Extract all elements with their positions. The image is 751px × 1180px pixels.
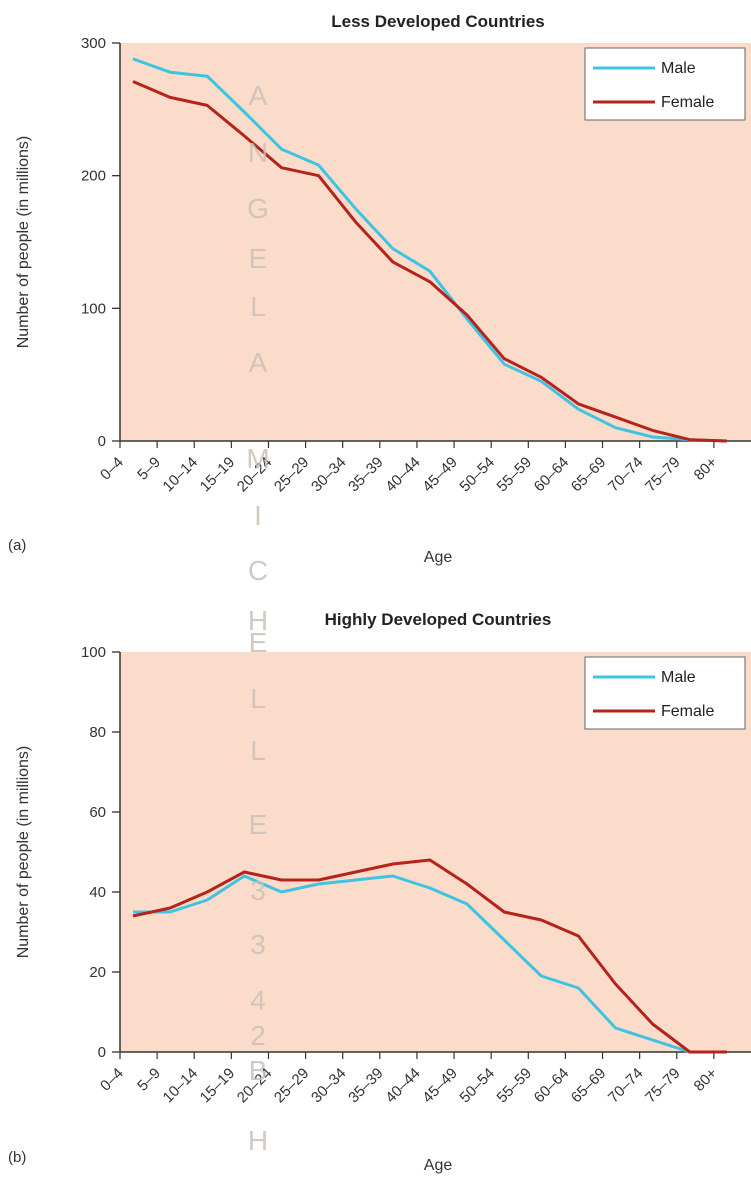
series-line-female (132, 80, 727, 443)
x-tick-label: 5–9 (134, 454, 164, 484)
y-axis-title: Number of people (in millions) (15, 746, 32, 959)
y-tick-label: 200 (81, 168, 106, 185)
x-tick-label: 80+ (691, 1065, 721, 1095)
x-axis-title: Age (424, 1157, 453, 1174)
watermark-letter: E (249, 243, 268, 274)
watermark-letter: 3 (250, 929, 266, 960)
x-tick-label: 30–34 (308, 454, 350, 496)
panel-label: (b) (8, 1149, 26, 1166)
watermark-letter: H (248, 1125, 268, 1156)
chart-title: Less Developed Countries (331, 12, 545, 31)
x-tick-label: 55–59 (494, 1065, 536, 1107)
series-line-male (133, 874, 727, 1054)
x-tick-label: 55–59 (494, 454, 536, 496)
y-tick-label: 80 (89, 724, 106, 741)
legend-label-female: Female (661, 94, 714, 111)
x-tick-label: 45–49 (419, 1065, 461, 1107)
chart-highly-developed: Highly Developed Countries 0 20 40 60 80 100 0–… (8, 610, 751, 1174)
y-tick-label: 40 (89, 884, 106, 901)
y-tick-label: 0 (98, 1044, 106, 1061)
x-tick-label: 15–19 (197, 454, 239, 496)
watermark-letter: A (249, 80, 268, 111)
x-tick-label: 30–34 (308, 1065, 350, 1107)
x-tick-label: 5–9 (134, 1065, 164, 1095)
watermark-letter: 2 (250, 1020, 266, 1051)
y-axis-title: Number of people (in millions) (15, 136, 32, 349)
watermark-letter: E (249, 809, 268, 840)
legend-label-female: Female (661, 703, 714, 720)
watermark-letter: M (246, 443, 269, 474)
watermark-letter: L (250, 291, 266, 322)
legend-label-male: Male (661, 669, 696, 686)
x-tick-label: 25–29 (271, 1065, 313, 1107)
x-tick-label: 65–69 (568, 1065, 610, 1107)
legend-label-male: Male (661, 60, 696, 77)
y-tick-label: 300 (81, 35, 106, 52)
x-tick-label: 40–44 (382, 1065, 424, 1107)
watermark-letter: H (248, 605, 268, 636)
watermark-letter: 4 (250, 985, 266, 1016)
x-tick-label: 60–64 (531, 454, 573, 496)
x-tick-label: 65–69 (568, 454, 610, 496)
y-tick-label: 0 (98, 433, 106, 450)
x-tick-label: 25–29 (271, 454, 313, 496)
watermark-letter: L (250, 683, 266, 714)
series-line-male (132, 57, 727, 443)
panel-label: (a) (8, 537, 26, 554)
watermark-letter: G (247, 193, 269, 224)
x-tick-label: 35–39 (345, 1065, 387, 1107)
x-tick-label: 35–39 (345, 454, 387, 496)
x-tick-label: 70–74 (605, 454, 647, 496)
legend-box (584, 656, 746, 730)
x-tick-label: 60–64 (531, 1065, 573, 1107)
x-tick-label: 15–19 (197, 1065, 239, 1107)
y-tick-label: 100 (81, 300, 106, 317)
y-tick-label: 100 (81, 644, 106, 661)
watermark-letter: E (249, 627, 268, 658)
x-tick-label: 50–54 (456, 1065, 498, 1107)
x-tick-label: 75–79 (642, 1065, 684, 1107)
x-tick-label: 40–44 (382, 454, 424, 496)
x-tick-label: 75–79 (642, 454, 684, 496)
y-tick-label: 20 (89, 964, 106, 981)
x-tick-label: 50–54 (456, 454, 498, 496)
x-axis-title: Age (424, 549, 453, 566)
x-tick-label: 0–4 (97, 1065, 127, 1095)
x-tick-label: 45–49 (419, 454, 461, 496)
watermark-letter: L (250, 735, 266, 766)
watermark-letter: C (248, 555, 268, 586)
x-tick-label: 80+ (691, 454, 721, 484)
legend-box (584, 47, 746, 121)
chart-title: Highly Developed Countries (325, 610, 552, 629)
series-line-female (132, 858, 727, 1054)
watermark-letter: I (254, 500, 262, 531)
y-tick-label: 60 (89, 804, 106, 821)
watermark-letter: B (249, 1055, 268, 1086)
watermark-letter: N (248, 137, 268, 168)
x-tick-label: 0–4 (97, 454, 127, 484)
watermark-letter: A (249, 347, 268, 378)
x-tick-label: 70–74 (605, 1065, 647, 1107)
chart-less-developed: Less Developed Countries 0 100 200 300 0–4 5–9… (8, 12, 751, 566)
watermark-letter: 3 (250, 875, 266, 906)
x-tick-label: 10–14 (160, 454, 202, 496)
x-tick-label: 10–14 (160, 1065, 202, 1107)
